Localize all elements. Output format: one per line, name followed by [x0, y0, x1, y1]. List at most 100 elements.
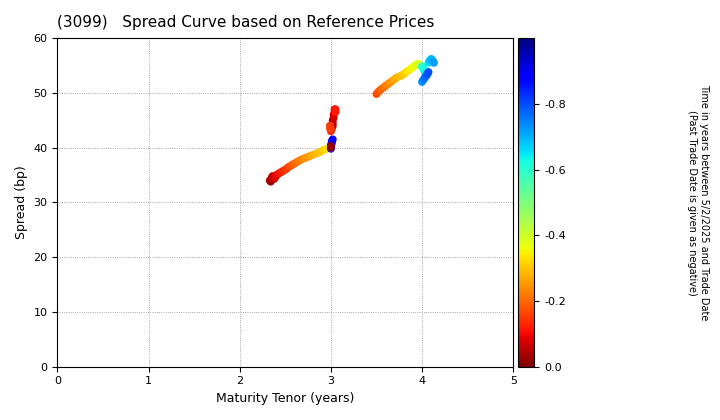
Point [426, 57, 438, 63]
Point [275, 169, 287, 176]
Point [326, 138, 338, 144]
Point [325, 142, 337, 148]
Point [325, 125, 337, 132]
Point [325, 145, 337, 152]
Point [265, 178, 276, 185]
Point [420, 73, 431, 80]
Point [324, 122, 336, 129]
Point [396, 72, 408, 79]
Point [266, 174, 277, 181]
Point [325, 143, 337, 150]
Point [317, 147, 328, 154]
Point [417, 65, 428, 71]
Point [314, 149, 325, 155]
Point [423, 58, 435, 65]
Point [271, 171, 283, 178]
Point [325, 128, 337, 134]
Point [264, 177, 276, 184]
Point [312, 150, 323, 157]
Y-axis label: Time in years between 5/2/2025 and Trade Date
(Past Trade Date is given as negat: Time in years between 5/2/2025 and Trade… [687, 84, 708, 320]
Point [327, 120, 338, 126]
Point [400, 69, 411, 76]
Point [423, 69, 434, 76]
Point [329, 106, 341, 113]
Point [279, 167, 290, 173]
Point [327, 117, 338, 123]
Point [329, 109, 341, 116]
Point [327, 136, 338, 143]
Point [387, 77, 399, 84]
Point [411, 61, 423, 68]
Point [273, 170, 284, 177]
Y-axis label: Spread (bp): Spread (bp) [15, 165, 28, 239]
Point [419, 74, 431, 81]
Point [325, 144, 337, 151]
Point [385, 79, 397, 85]
Point [300, 154, 312, 161]
Point [418, 66, 430, 73]
Point [408, 64, 419, 71]
Point [380, 82, 392, 89]
Point [378, 84, 390, 91]
Point [403, 66, 415, 73]
Point [330, 106, 341, 113]
Point [389, 76, 400, 83]
Point [391, 74, 402, 81]
Point [419, 69, 431, 76]
Point [306, 152, 318, 159]
Point [384, 80, 395, 87]
Point [289, 160, 301, 166]
Point [422, 71, 433, 77]
Point [409, 62, 420, 69]
Point [426, 55, 437, 62]
Point [427, 58, 438, 65]
Point [293, 158, 305, 164]
Point [303, 153, 315, 160]
Point [269, 176, 280, 182]
Point [282, 164, 294, 171]
Point [326, 140, 338, 147]
Point [269, 174, 281, 181]
Point [328, 111, 339, 118]
Point [295, 156, 307, 163]
Point [394, 73, 405, 80]
Point [281, 165, 292, 172]
X-axis label: Maturity Tenor (years): Maturity Tenor (years) [216, 392, 354, 405]
Point [309, 151, 320, 158]
Point [402, 68, 413, 74]
Point [421, 72, 433, 79]
Point [398, 71, 410, 77]
Point [423, 59, 434, 66]
Point [292, 158, 303, 165]
Point [420, 71, 431, 77]
Point [418, 76, 430, 83]
Point [298, 155, 310, 162]
Point [372, 89, 384, 95]
Point [416, 79, 428, 85]
Point [425, 57, 436, 63]
Point [324, 125, 336, 132]
Point [428, 59, 440, 66]
Point [320, 146, 331, 152]
Point [267, 173, 279, 179]
Point [284, 163, 296, 170]
Point [413, 60, 424, 67]
Point [382, 81, 393, 88]
Point [271, 172, 282, 179]
Point [286, 162, 297, 168]
Point [417, 77, 428, 84]
Point [374, 87, 386, 94]
Point [371, 91, 382, 97]
Point [325, 144, 337, 151]
Point [266, 176, 277, 183]
Point [415, 62, 426, 69]
Point [421, 72, 433, 79]
Point [325, 143, 337, 150]
Point [323, 145, 334, 152]
Point [330, 109, 341, 116]
Point [405, 65, 417, 71]
Point [376, 85, 387, 92]
Point [328, 114, 339, 121]
Point [276, 168, 288, 175]
Point [327, 122, 338, 129]
